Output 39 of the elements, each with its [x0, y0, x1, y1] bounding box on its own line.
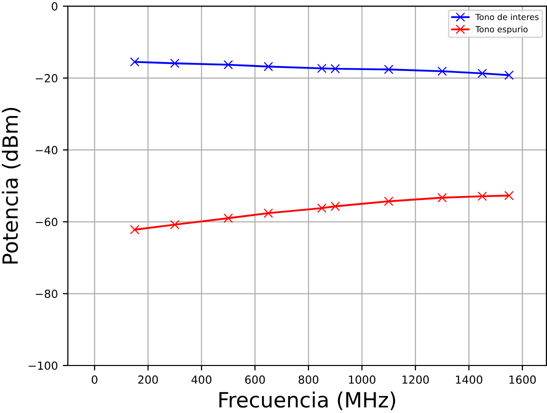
x-tick-label: 1600 — [509, 375, 536, 384]
point — [478, 68, 487, 78]
y-tick-label: −60 — [36, 218, 58, 226]
point — [504, 190, 514, 200]
point — [170, 220, 180, 230]
x-tick-label: 600 — [245, 375, 265, 384]
point — [317, 64, 327, 74]
point — [264, 62, 274, 72]
point — [384, 196, 394, 206]
point — [330, 202, 340, 212]
point — [437, 66, 447, 76]
x-tick-label: 200 — [138, 375, 158, 384]
point — [130, 225, 140, 234]
point — [264, 208, 274, 218]
point — [504, 70, 514, 80]
y-axis-title: Potencia (dBm) — [2, 108, 20, 264]
y-tick-label: −100 — [28, 361, 58, 370]
point — [330, 64, 340, 74]
x-tick-label: 800 — [298, 375, 318, 384]
point — [224, 60, 233, 70]
x-tick-label: 1000 — [349, 375, 376, 384]
x-tick-label: 400 — [191, 375, 212, 384]
point — [437, 193, 447, 202]
x-tick-label: 0 — [92, 375, 98, 384]
y-tick-label: −80 — [36, 290, 58, 298]
x-tick-label: 1200 — [402, 375, 429, 384]
point — [170, 58, 180, 68]
legend-label: Tono espurio — [475, 26, 528, 34]
point — [224, 214, 233, 223]
legend-label: Tono de interes — [475, 14, 539, 20]
point — [317, 203, 327, 213]
y-tick-label: 0 — [52, 2, 58, 11]
x-tick-label: 1400 — [456, 375, 482, 384]
x-axis-title: Frecuencia (MHz) — [219, 392, 396, 410]
y-tick-label: −20 — [36, 74, 58, 82]
point — [384, 64, 394, 74]
point — [130, 57, 140, 67]
point — [478, 192, 487, 201]
y-tick-label: −40 — [36, 146, 58, 154]
